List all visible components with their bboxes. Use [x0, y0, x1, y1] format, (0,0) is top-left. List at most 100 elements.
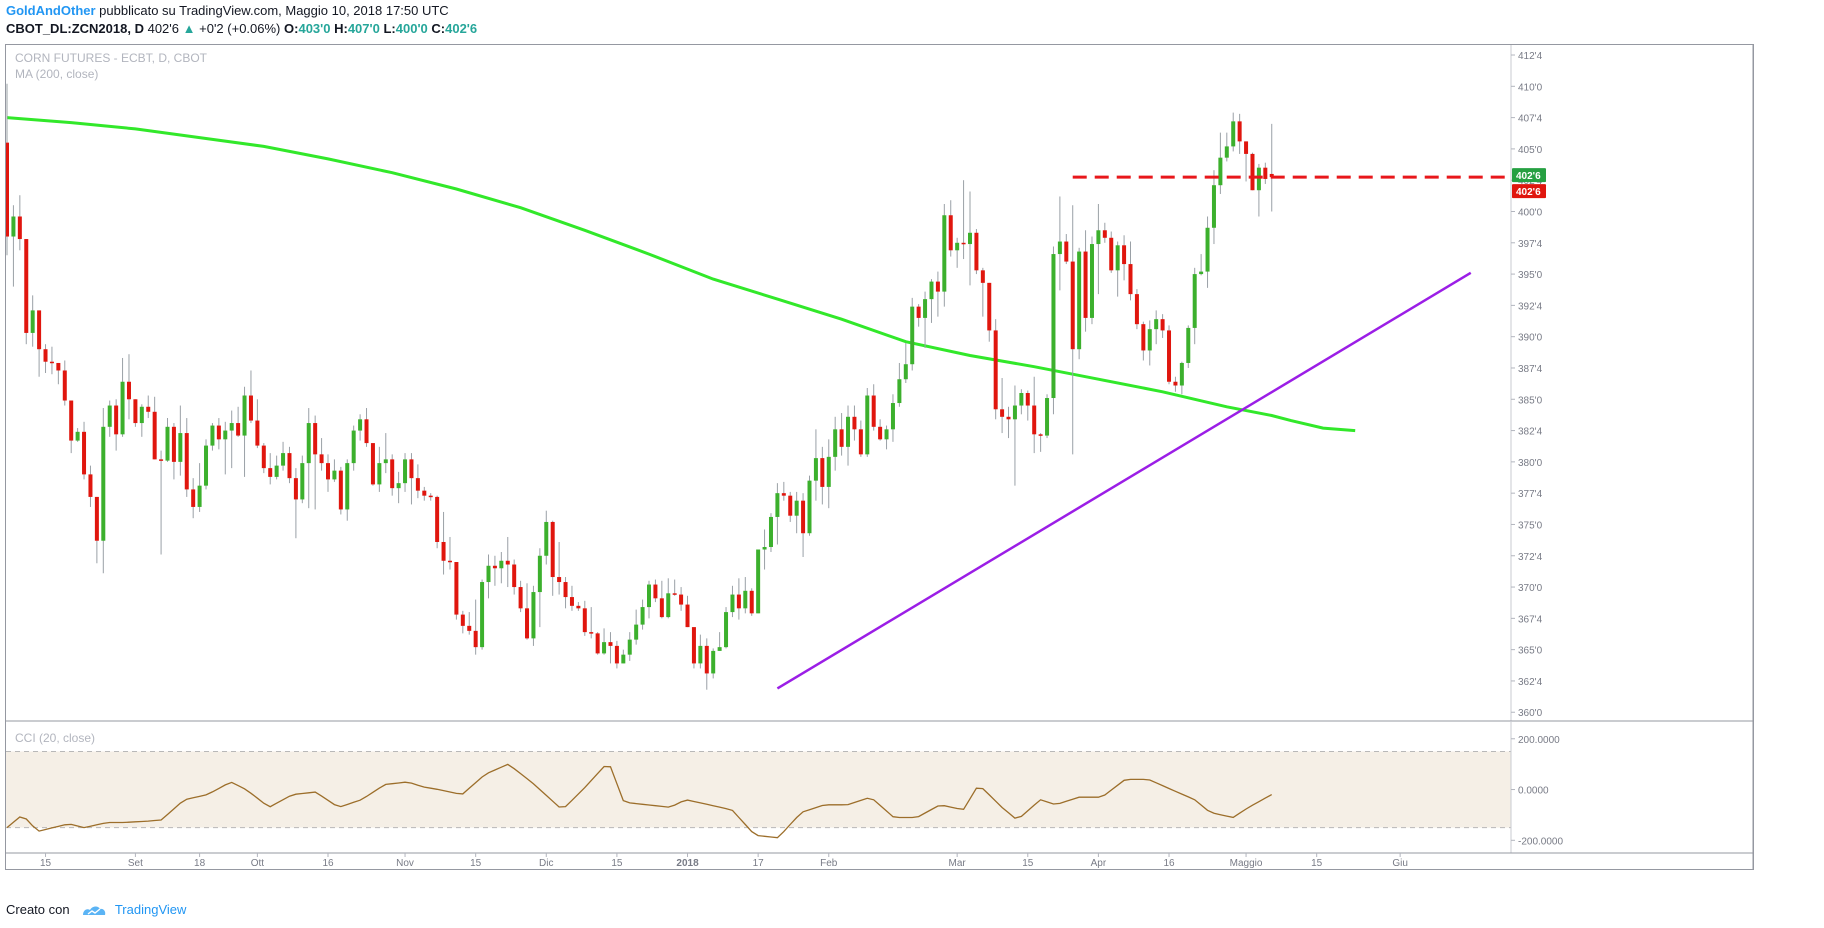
candle-body[interactable] [75, 431, 80, 441]
candle-body[interactable] [621, 654, 626, 664]
candle-body[interactable] [62, 370, 67, 401]
candle-body[interactable] [1102, 230, 1107, 238]
candle-body[interactable] [756, 549, 761, 614]
candle-body[interactable] [69, 400, 74, 441]
candle-body[interactable] [884, 429, 889, 440]
candle-body[interactable] [159, 459, 164, 461]
candle-body[interactable] [659, 598, 664, 618]
candle-body[interactable] [768, 516, 773, 547]
candle-body[interactable] [204, 445, 209, 486]
candle-body[interactable] [980, 270, 985, 283]
candle-body[interactable] [1244, 141, 1249, 154]
candle-body[interactable] [152, 411, 157, 460]
candle-body[interactable] [647, 584, 651, 608]
candle-body[interactable] [326, 463, 330, 480]
candle-body[interactable] [101, 426, 106, 541]
candle-body[interactable] [858, 429, 863, 455]
candle-body[interactable] [1077, 251, 1082, 350]
candle-body[interactable] [268, 468, 273, 477]
candle-body[interactable] [518, 587, 523, 609]
candle-body[interactable] [428, 495, 433, 498]
candle-body[interactable] [184, 433, 189, 490]
candle-body[interactable] [5, 142, 9, 237]
candle-body[interactable] [724, 612, 729, 648]
chart-canvas[interactable]: CORN FUTURES - ECBT, D, CBOT MA (200, cl… [5, 45, 1754, 869]
price-pane[interactable]: CORN FUTURES - ECBT, D, CBOT MA (200, cl… [5, 45, 1546, 721]
candle-body[interactable] [1109, 237, 1114, 271]
candle-body[interactable] [1167, 330, 1172, 382]
candle-body[interactable] [1179, 362, 1184, 386]
candle-body[interactable] [409, 459, 414, 479]
candle-body[interactable] [300, 463, 305, 500]
candle-body[interactable] [589, 632, 594, 634]
candle-body[interactable] [313, 423, 318, 455]
candle-body[interactable] [993, 330, 998, 410]
candle-body[interactable] [364, 419, 369, 444]
candle-body[interactable] [377, 463, 382, 485]
time-axis[interactable]: 15 Set 18 Ott 16 Nov 15 Dic 15 2018 17 Feb Mar 15 Apr 1… [40, 853, 1408, 869]
chart-frame[interactable]: CORN FUTURES - ECBT, D, CBOT MA (200, cl… [5, 44, 1754, 870]
candle-body[interactable] [11, 216, 16, 237]
candle-body[interactable] [890, 403, 895, 430]
candle-body[interactable] [595, 633, 600, 654]
candle-body[interactable] [846, 416, 851, 447]
candle-body[interactable] [287, 453, 292, 479]
candle-body[interactable] [1122, 245, 1127, 265]
candle-body[interactable] [807, 480, 812, 534]
candle-body[interactable] [191, 489, 196, 507]
candle-body[interactable] [775, 493, 780, 517]
candle-body[interactable] [711, 650, 716, 674]
candle-body[interactable] [460, 614, 465, 626]
candle-body[interactable] [910, 306, 915, 365]
candle-body[interactable] [261, 445, 266, 469]
candle-body[interactable] [942, 215, 947, 292]
candle-body[interactable] [1205, 227, 1210, 272]
candle-body[interactable] [56, 362, 61, 371]
candle-body[interactable] [242, 395, 247, 436]
candle-body[interactable] [968, 232, 972, 245]
candle-body[interactable] [1025, 393, 1030, 406]
candle-body[interactable] [685, 604, 690, 628]
candle-body[interactable] [788, 495, 793, 516]
candle-body[interactable] [672, 593, 677, 595]
candle-body[interactable] [698, 645, 703, 664]
candle-body[interactable] [505, 560, 510, 565]
candle-body[interactable] [197, 485, 202, 507]
candle-body[interactable] [903, 364, 908, 380]
candle-body[interactable] [736, 594, 741, 609]
candle-body[interactable] [1006, 416, 1011, 420]
candle-body[interactable] [826, 456, 831, 487]
candle-body[interactable] [974, 232, 979, 271]
candle-body[interactable] [473, 630, 478, 648]
candle-body[interactable] [82, 431, 87, 475]
candle-body[interactable] [1070, 261, 1075, 350]
candle-body[interactable] [602, 642, 607, 654]
cci-axis[interactable]: 200.0000 0.0000 -200.0000 [1510, 721, 1563, 853]
candle-body[interactable] [1269, 173, 1274, 178]
candle-body[interactable] [987, 282, 992, 331]
candle-body[interactable] [512, 564, 517, 588]
candle-body[interactable] [1141, 324, 1146, 351]
candle-body[interactable] [17, 216, 22, 240]
candle-body[interactable] [614, 645, 619, 664]
candle-body[interactable] [49, 361, 54, 364]
candle-body[interactable] [717, 647, 722, 651]
candle-body[interactable] [30, 310, 35, 333]
symbol[interactable]: CBOT_DL:ZCN2018, D [6, 21, 144, 36]
candle-body[interactable] [634, 624, 639, 640]
candle-body[interactable] [563, 582, 568, 598]
candle-body[interactable] [923, 299, 928, 318]
candle-body[interactable] [165, 426, 170, 461]
candle-body[interactable] [236, 423, 241, 436]
candle-body[interactable] [94, 496, 99, 541]
candle-body[interactable] [1256, 167, 1261, 191]
candle-body[interactable] [306, 423, 311, 464]
candle-body[interactable] [88, 474, 93, 497]
candle-body[interactable] [1186, 327, 1191, 363]
candle-body[interactable] [897, 379, 902, 404]
candle-body[interactable] [1045, 398, 1050, 436]
candle-body[interactable] [550, 521, 555, 578]
candle-body[interactable] [422, 490, 427, 496]
candle-body[interactable] [1019, 393, 1024, 406]
candle-body[interactable] [878, 426, 883, 440]
